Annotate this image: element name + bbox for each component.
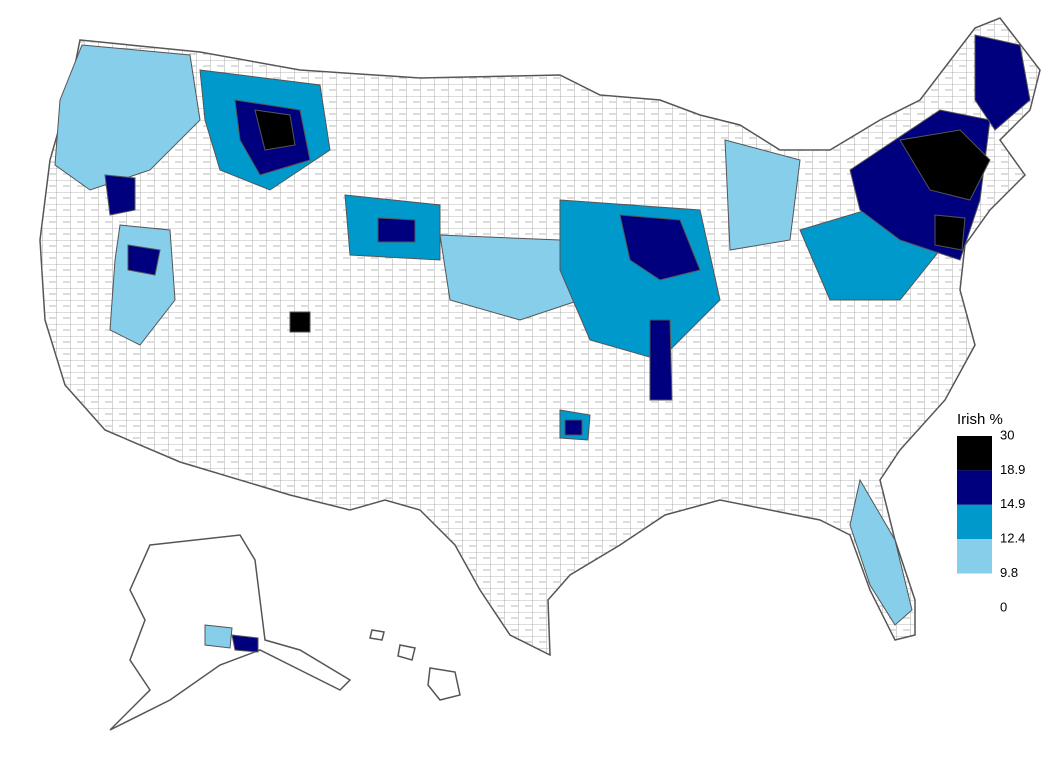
hawaii (369, 629, 461, 701)
legend-break-label: 0 (1000, 599, 1007, 614)
shaded-regions (54, 34, 1031, 626)
legend-break-label: 12.4 (1000, 531, 1025, 546)
legend-swatch (957, 470, 992, 505)
legend-break-label: 9.8 (1000, 565, 1018, 580)
legend-swatch (957, 436, 992, 471)
legend-swatch (957, 573, 992, 608)
legend-break-label: 18.9 (1000, 462, 1025, 477)
legend-break-label: 30 (1000, 427, 1014, 442)
legend-swatch (957, 504, 992, 540)
legend-title: Irish % (957, 411, 1003, 428)
legend-break-label: 14.9 (1000, 496, 1025, 511)
legend: 30 18.9 14.9 12.4 9.8 0 (957, 427, 1025, 614)
alaska (109, 534, 352, 731)
legend-swatch (957, 539, 992, 574)
